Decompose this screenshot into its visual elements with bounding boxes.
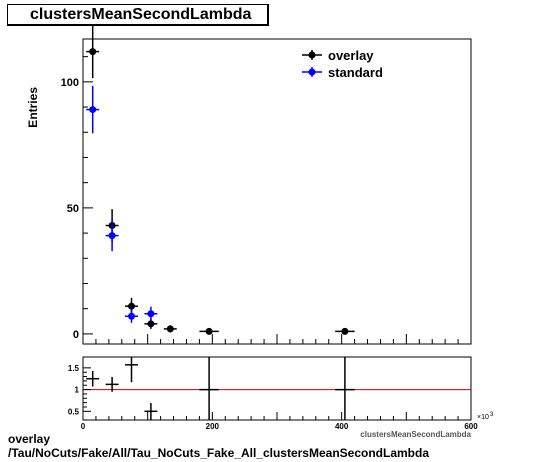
x-tick-label: 600 [464,422,478,431]
y-tick-label: 50 [67,203,79,215]
x-tick-label: 400 [335,422,349,431]
x-axis-multiplier: ×10 [477,414,489,421]
ratio-y-tick-label: 1 [75,386,80,395]
footer-caption: overlay /Tau/NoCuts/Fake/All/Tau_NoCuts_… [8,432,429,460]
y-axis-label: Entries [26,87,40,128]
data-point-overlay [205,327,213,335]
data-point-standard [147,310,155,318]
data-point-overlay [89,48,97,56]
footer-line-2: /Tau/NoCuts/Fake/All/Tau_NoCuts_Fake_All… [8,446,429,460]
y-tick-label: 0 [73,329,79,341]
ratio-y-tick-label: 1.5 [68,364,80,373]
data-point-standard [108,232,116,240]
legend-entry: standard [328,65,383,80]
ratio-frame [82,356,472,421]
data-point-overlay [128,302,135,310]
data-point-overlay [147,320,155,328]
y-tick-label: 100 [61,77,79,89]
main-frame [82,38,472,345]
x-axis-multiplier-exponent: 3 [490,412,494,418]
data-point-overlay [341,327,349,335]
chart-title-box: clustersMeanSecondLambda [7,4,269,26]
x-tick-label: 200 [206,422,220,431]
x-axis-label: clustersMeanSecondLambda [360,430,471,439]
footer-line-1: overlay [8,432,51,446]
data-point-overlay [166,325,174,333]
legend-entry: overlay [328,48,374,63]
chart-title: clustersMeanSecondLambda [30,6,252,23]
legend-marker [308,68,316,76]
data-point-standard [89,106,97,114]
legend-marker [308,51,316,59]
x-tick-label: 0 [81,422,86,431]
ratio-y-tick-label: 0.5 [68,407,80,416]
data-point-standard [128,312,135,320]
